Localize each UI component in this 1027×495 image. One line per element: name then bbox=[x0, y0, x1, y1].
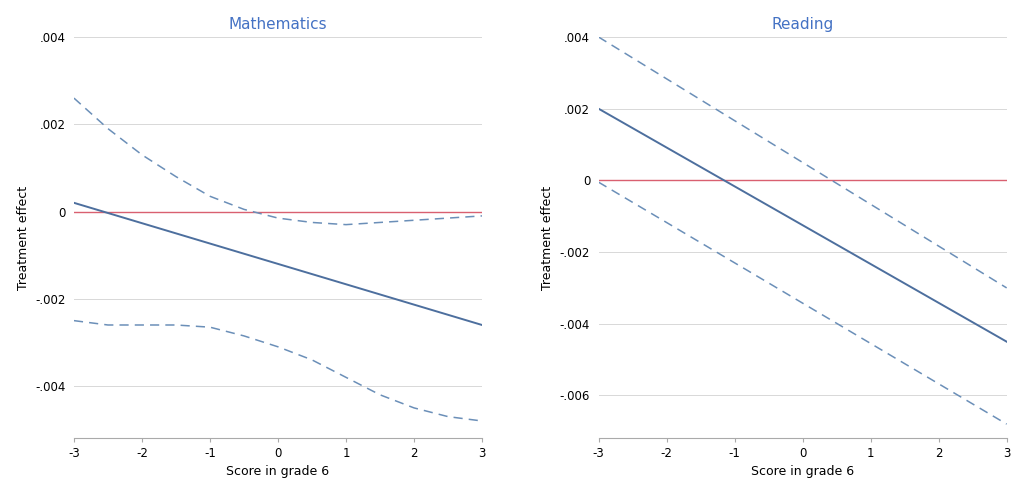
X-axis label: Score in grade 6: Score in grade 6 bbox=[751, 465, 854, 478]
Title: Mathematics: Mathematics bbox=[229, 17, 328, 32]
Y-axis label: Treatment effect: Treatment effect bbox=[541, 186, 555, 290]
Title: Reading: Reading bbox=[771, 17, 834, 32]
Y-axis label: Treatment effect: Treatment effect bbox=[16, 186, 30, 290]
X-axis label: Score in grade 6: Score in grade 6 bbox=[226, 465, 330, 478]
